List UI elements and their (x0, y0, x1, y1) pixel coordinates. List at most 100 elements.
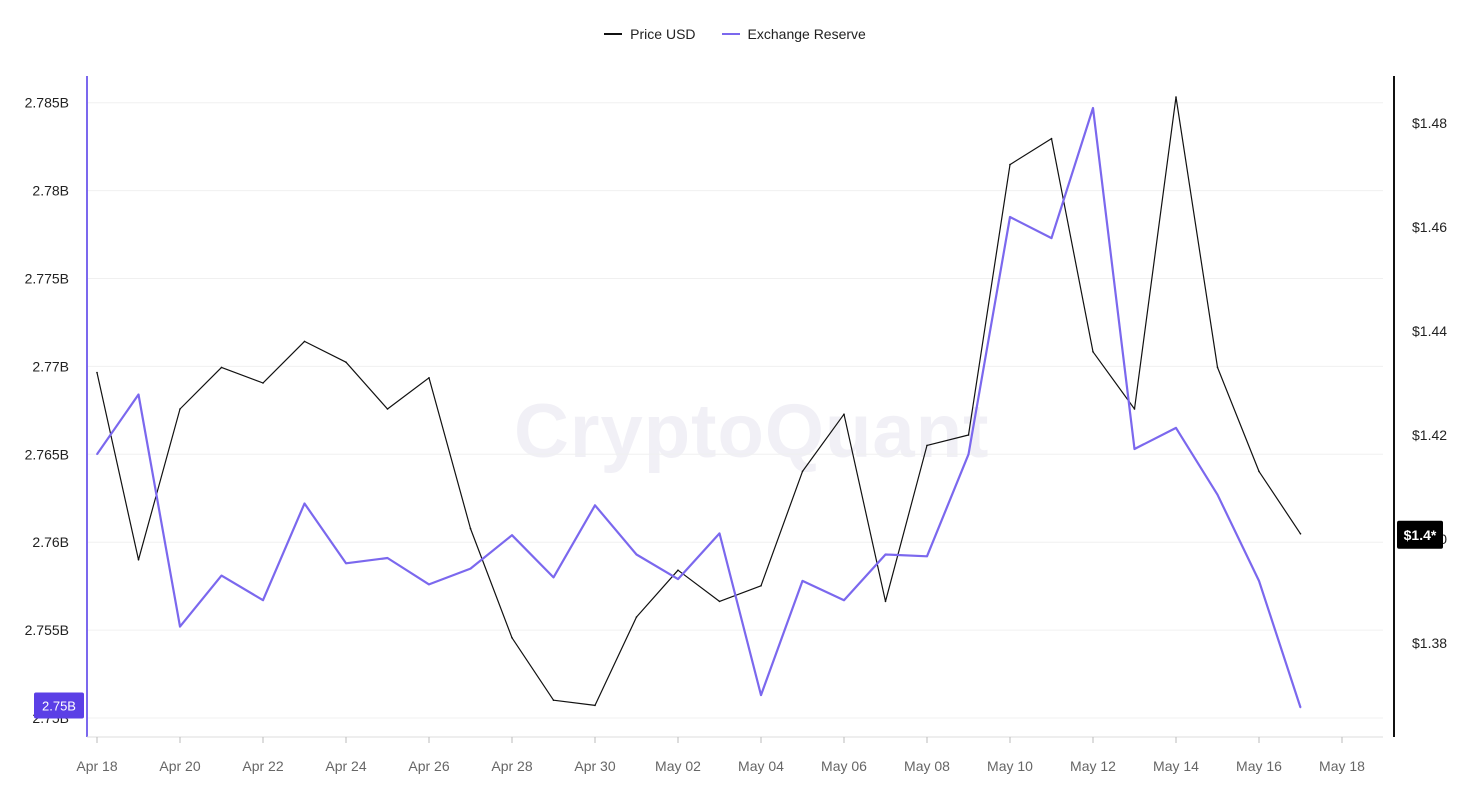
reserve-point (1258, 580, 1260, 582)
legend: Price USD Exchange Reserve (0, 26, 1470, 42)
reserve-point (386, 557, 389, 559)
price-usd-line (96, 96, 1301, 707)
x-tick-label: Apr 26 (408, 758, 449, 774)
exchange-reserve-line (96, 106, 1302, 708)
x-tick-label: May 08 (904, 758, 950, 774)
reserve-point (926, 555, 928, 558)
price-point (926, 444, 928, 447)
left-tick-label: 2.755B (25, 622, 69, 638)
price-point (1092, 351, 1094, 353)
right-tick-label: $1.38 (1412, 635, 1447, 651)
left-current-label: 2.75B (42, 698, 76, 713)
reserve-point (1009, 216, 1011, 218)
price-point (262, 382, 264, 384)
reserve-point (552, 576, 555, 579)
legend-swatch-price (604, 33, 623, 35)
reserve-point (718, 532, 721, 535)
x-tick-label: Apr 18 (76, 758, 117, 774)
reserve-point (137, 393, 140, 396)
left-tick-label: 2.785B (25, 95, 69, 111)
left-tick-label: 2.775B (25, 271, 69, 287)
x-tick-label: Apr 20 (159, 758, 200, 774)
reserve-point (1216, 493, 1219, 496)
price-point (1050, 137, 1053, 140)
right-tick-label: $1.44 (1412, 323, 1447, 339)
reserve-point (801, 580, 804, 582)
reserve-point (843, 599, 845, 602)
reserve-point (677, 578, 679, 580)
left-current-badge (34, 692, 84, 719)
price-point (345, 361, 347, 364)
price-point (96, 371, 98, 374)
x-tick-label: Apr 30 (574, 758, 615, 774)
price-point (967, 434, 970, 436)
reserve-point (511, 534, 513, 536)
price-point (635, 616, 638, 618)
price-point (1258, 470, 1260, 473)
price-point (179, 408, 181, 410)
right-tick-label: $1.46 (1412, 219, 1447, 235)
reserve-point (884, 553, 887, 556)
price-point (1216, 366, 1219, 369)
price-point (677, 569, 679, 571)
reserve-point (1175, 427, 1177, 429)
left-tick-label: 2.765B (25, 446, 69, 462)
reserve-point (1050, 237, 1053, 239)
price-point (137, 559, 140, 561)
right-tick-label: $1.48 (1412, 115, 1447, 131)
left-tick-label: 2.77B (32, 358, 69, 374)
right-current-badge (1397, 520, 1443, 549)
reserve-point (1092, 107, 1094, 109)
legend-item-reserve[interactable]: Exchange Reserve (721, 26, 866, 42)
x-tick-label: May 06 (821, 758, 867, 774)
x-tick-label: May 10 (987, 758, 1033, 774)
reserve-point (1299, 706, 1302, 709)
price-point (718, 600, 721, 603)
reserve-point (220, 574, 223, 577)
x-tick-label: May 16 (1236, 758, 1282, 774)
left-tick-label: 2.78B (32, 183, 69, 199)
price-point (386, 408, 389, 410)
price-point (469, 527, 472, 530)
price-point (801, 470, 804, 473)
price-point (552, 699, 555, 701)
price-point (1133, 408, 1136, 410)
right-tick-label: $1.42 (1412, 427, 1447, 443)
legend-swatch-reserve (721, 33, 740, 35)
price-point (760, 585, 762, 587)
reserve-point (760, 694, 762, 696)
watermark: CryptoQuant (514, 389, 990, 474)
legend-item-price[interactable]: Price USD (604, 26, 696, 42)
reserve-point (635, 553, 638, 556)
x-tick-label: May 04 (738, 758, 784, 774)
price-point (511, 637, 513, 639)
legend-label-price: Price USD (630, 26, 696, 42)
reserve-point (428, 583, 430, 586)
reserve-point (1133, 448, 1136, 450)
reserve-point (303, 502, 306, 505)
price-point (220, 366, 223, 369)
x-tick-label: May 18 (1319, 758, 1365, 774)
right-current-label: $1.4* (1404, 527, 1437, 543)
x-tick-label: May 14 (1153, 758, 1199, 774)
price-point (1009, 163, 1011, 166)
reserve-point (179, 625, 181, 628)
price-point (303, 340, 306, 343)
price-point (1175, 96, 1177, 98)
price-point (843, 413, 845, 416)
x-tick-label: Apr 24 (325, 758, 366, 774)
reserve-point (345, 562, 347, 565)
x-tick-label: Apr 22 (242, 758, 283, 774)
reserve-point (967, 453, 970, 456)
price-point (428, 377, 430, 379)
reserve-point (594, 504, 596, 507)
price-point (1299, 533, 1302, 535)
x-tick-label: May 02 (655, 758, 701, 774)
legend-label-reserve: Exchange Reserve (747, 26, 866, 42)
reserve-point (96, 453, 98, 456)
price-point (884, 600, 887, 603)
reserve-point (469, 567, 472, 570)
x-tick-label: May 12 (1070, 758, 1116, 774)
left-tick-label: 2.76B (32, 534, 69, 550)
